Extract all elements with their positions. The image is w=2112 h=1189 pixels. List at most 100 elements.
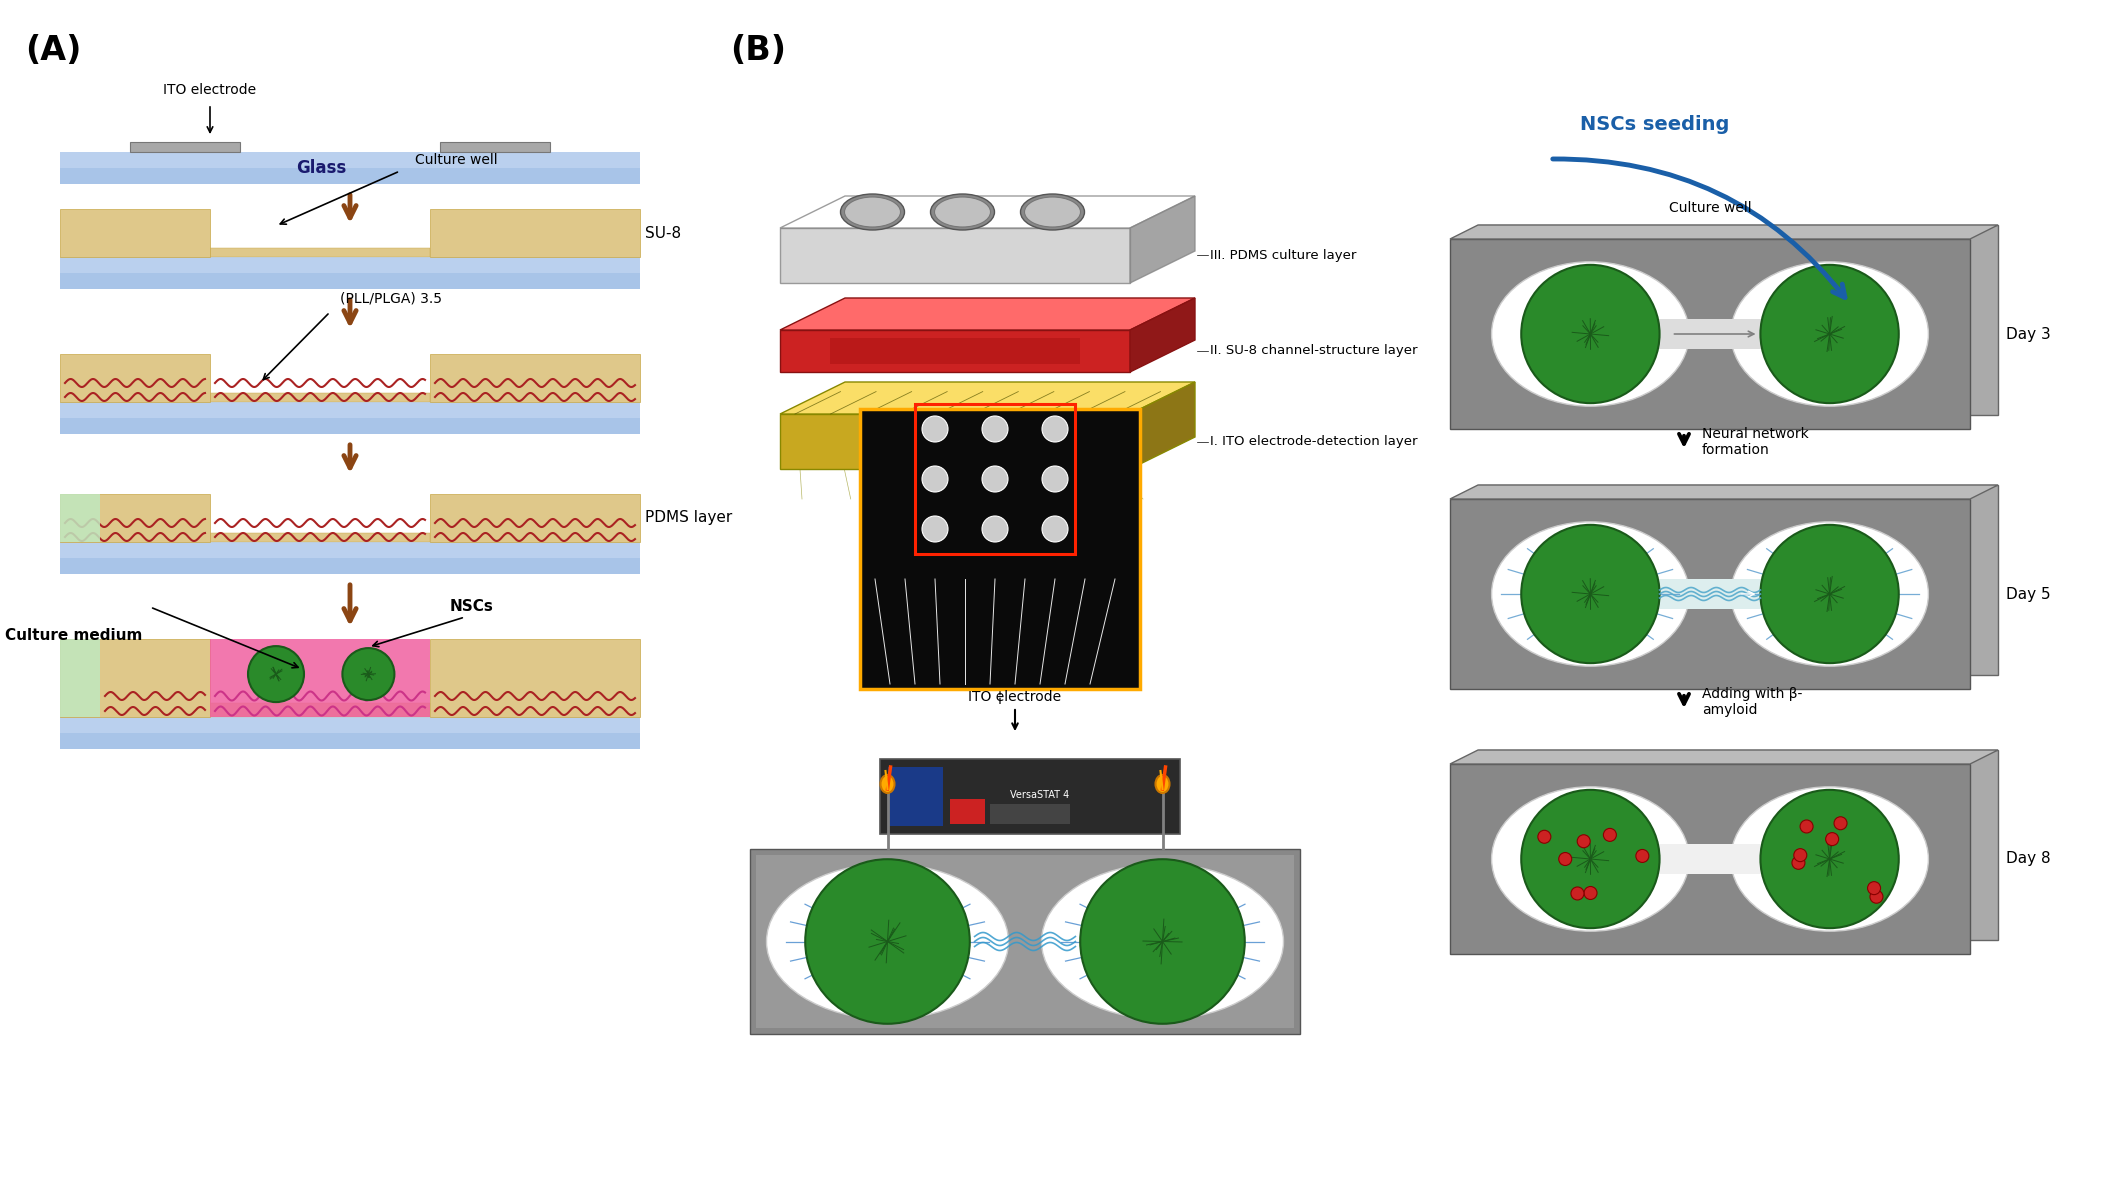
Ellipse shape — [1041, 863, 1284, 1019]
Circle shape — [1761, 524, 1899, 663]
Ellipse shape — [1491, 522, 1690, 666]
Circle shape — [1869, 891, 1884, 904]
Bar — [59, 209, 209, 257]
Circle shape — [1584, 887, 1597, 900]
Circle shape — [1521, 789, 1660, 929]
Polygon shape — [1478, 750, 1998, 940]
Ellipse shape — [1024, 197, 1081, 227]
Bar — [59, 717, 640, 749]
Polygon shape — [1478, 225, 1998, 415]
Circle shape — [1637, 849, 1649, 862]
Text: ITO electrode: ITO electrode — [163, 83, 256, 97]
Circle shape — [247, 646, 304, 702]
Bar — [1451, 765, 1970, 954]
Circle shape — [1571, 887, 1584, 900]
Circle shape — [342, 648, 395, 700]
Text: VersaSTAT 4: VersaSTAT 4 — [1010, 789, 1069, 800]
Bar — [431, 493, 640, 542]
Text: II. SU-8 channel-structure layer: II. SU-8 channel-structure layer — [1210, 345, 1417, 358]
Circle shape — [1578, 835, 1590, 848]
Text: ITO electrode: ITO electrode — [969, 690, 1062, 704]
Bar — [750, 849, 1301, 1034]
Circle shape — [1799, 820, 1812, 833]
Ellipse shape — [845, 197, 900, 227]
Ellipse shape — [1491, 262, 1690, 407]
Bar — [1658, 319, 1761, 350]
Polygon shape — [1130, 196, 1195, 283]
Bar — [431, 638, 640, 717]
Polygon shape — [779, 228, 1130, 283]
Bar — [914, 404, 1075, 554]
Text: Day 8: Day 8 — [2006, 851, 2051, 867]
Bar — [59, 257, 640, 273]
Ellipse shape — [934, 197, 991, 227]
Bar — [59, 354, 209, 402]
Circle shape — [1761, 265, 1899, 403]
Text: (PLL/PLGA) 3.5: (PLL/PLGA) 3.5 — [340, 292, 441, 306]
Bar — [991, 804, 1071, 824]
Ellipse shape — [1020, 194, 1083, 229]
Circle shape — [1041, 516, 1069, 542]
Circle shape — [1791, 856, 1806, 869]
Circle shape — [982, 416, 1007, 442]
Bar — [209, 638, 431, 717]
Circle shape — [923, 466, 948, 492]
Circle shape — [1041, 466, 1069, 492]
Bar — [59, 542, 640, 574]
Circle shape — [982, 516, 1007, 542]
Polygon shape — [779, 414, 1130, 468]
Circle shape — [1867, 881, 1880, 894]
Bar — [431, 209, 640, 257]
Polygon shape — [1478, 485, 1998, 675]
Text: SU-8: SU-8 — [644, 226, 682, 240]
Circle shape — [982, 466, 1007, 492]
Polygon shape — [779, 382, 1195, 414]
Circle shape — [1825, 832, 1840, 845]
Bar — [1658, 844, 1761, 874]
Text: Day 3: Day 3 — [2006, 327, 2051, 341]
Circle shape — [1041, 416, 1069, 442]
Text: Culture medium: Culture medium — [4, 628, 142, 643]
Polygon shape — [1451, 485, 1998, 499]
Ellipse shape — [931, 194, 995, 229]
Circle shape — [1559, 853, 1571, 866]
Circle shape — [923, 516, 948, 542]
Bar — [59, 402, 640, 434]
Circle shape — [1761, 789, 1899, 929]
Text: NSCs: NSCs — [450, 599, 494, 614]
Text: Neural network
formation: Neural network formation — [1702, 427, 1808, 457]
Polygon shape — [1451, 750, 1998, 765]
Ellipse shape — [1732, 787, 1928, 931]
Ellipse shape — [1491, 787, 1690, 931]
Ellipse shape — [767, 863, 1010, 1019]
Circle shape — [1521, 524, 1660, 663]
Ellipse shape — [1155, 775, 1170, 793]
Text: Day 5: Day 5 — [2006, 586, 2051, 602]
Text: Culture well: Culture well — [414, 153, 498, 166]
Text: Culture well: Culture well — [1668, 201, 1751, 215]
Circle shape — [1538, 830, 1550, 843]
Bar — [59, 257, 640, 289]
Polygon shape — [1451, 225, 1998, 239]
Text: Glass: Glass — [296, 159, 346, 177]
Ellipse shape — [841, 194, 904, 229]
Bar — [209, 703, 431, 717]
Ellipse shape — [1732, 522, 1928, 666]
Bar — [1658, 579, 1761, 609]
Circle shape — [1833, 817, 1848, 830]
Bar — [1451, 239, 1970, 429]
Text: PDMS layer: PDMS layer — [644, 510, 733, 526]
Circle shape — [1603, 829, 1616, 842]
Bar — [830, 339, 1079, 364]
Bar — [59, 638, 209, 717]
Circle shape — [1521, 265, 1660, 403]
Bar — [59, 542, 640, 558]
Text: I. ITO electrode-detection layer: I. ITO electrode-detection layer — [1210, 435, 1417, 448]
Bar — [59, 493, 209, 542]
Text: NSCs seeding: NSCs seeding — [1580, 115, 1730, 134]
Bar — [59, 152, 640, 184]
Polygon shape — [1130, 298, 1195, 372]
Circle shape — [1793, 849, 1806, 862]
Polygon shape — [779, 298, 1195, 331]
Circle shape — [923, 416, 948, 442]
